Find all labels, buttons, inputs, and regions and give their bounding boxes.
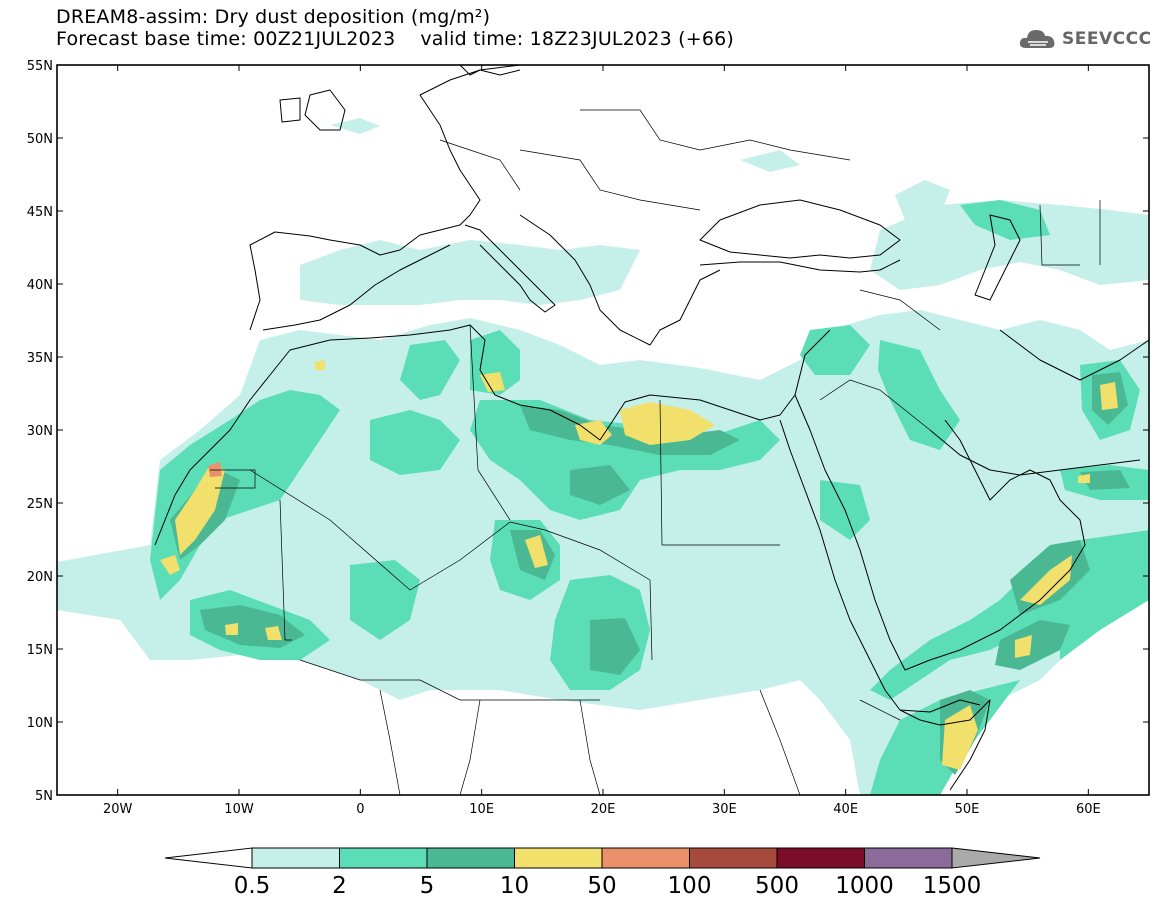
base-time: Forecast base time: 00Z21JUL2023 bbox=[56, 28, 396, 50]
lon-tick-label: 60E bbox=[1076, 802, 1101, 817]
colorbar-swatch bbox=[339, 847, 428, 869]
colorbar-level-label: 50 bbox=[587, 873, 616, 899]
colorbar: 0.5 2 5 10 50 100 500 1000 1500 bbox=[164, 847, 1041, 899]
colorbar-level-label: 500 bbox=[755, 873, 799, 899]
lat-tick-label: 50N bbox=[27, 132, 53, 147]
lat-tick-label: 25N bbox=[27, 497, 53, 512]
colorbar-level-label: 1000 bbox=[835, 873, 894, 899]
deposition-field bbox=[57, 118, 1149, 795]
colorbar-level-label: 0.5 bbox=[234, 873, 271, 899]
colorbar-level-label: 5 bbox=[420, 873, 435, 899]
dust-class-50-100 bbox=[208, 462, 222, 477]
map-header: DREAM8-assim: Dry dust deposition (mg/m²… bbox=[56, 6, 734, 50]
lat-tick-label: 30N bbox=[27, 424, 53, 439]
lon-tick-label: 10E bbox=[469, 802, 494, 817]
colorbar-level-label: 10 bbox=[500, 873, 529, 899]
lat-tick-label: 35N bbox=[27, 351, 53, 366]
lon-tick-label: 0 bbox=[356, 802, 364, 817]
country-borders bbox=[210, 109, 1101, 795]
colorbar-level-label: 100 bbox=[668, 873, 712, 899]
lon-tick-label: 10W bbox=[224, 802, 254, 817]
colorbar-swatch bbox=[864, 847, 953, 869]
map-title: DREAM8-assim: Dry dust deposition (mg/m²… bbox=[56, 6, 491, 28]
valid-time: valid time: 18Z23JUL2023 (+66) bbox=[420, 28, 735, 50]
colorbar-level-label: 2 bbox=[332, 873, 347, 899]
coastlines bbox=[154, 65, 1149, 791]
colorbar-swatch bbox=[251, 847, 340, 869]
seevccc-logo: SEEVCCC bbox=[1018, 26, 1152, 52]
colorbar-swatch bbox=[776, 847, 865, 869]
logo-text: SEEVCCC bbox=[1062, 29, 1152, 49]
colorbar-over-triangle bbox=[951, 847, 1041, 869]
colorbar-swatch bbox=[514, 847, 603, 869]
lat-tick-label: 20N bbox=[27, 570, 53, 585]
lat-tick-label: 15N bbox=[27, 643, 53, 658]
lat-tick-label: 5N bbox=[35, 789, 53, 804]
lat-tick-label: 45N bbox=[27, 205, 53, 220]
colorbar-swatch bbox=[426, 847, 515, 869]
lat-tick-label: 40N bbox=[27, 278, 53, 293]
dust-class-0-5-2 bbox=[57, 118, 1149, 795]
lon-tick-label: 30E bbox=[712, 802, 737, 817]
lon-tick-label: 20E bbox=[591, 802, 616, 817]
colorbar-under-triangle bbox=[164, 847, 253, 869]
colorbar-swatch bbox=[689, 847, 778, 869]
lat-tick-label: 10N bbox=[27, 716, 53, 731]
time-line: Forecast base time: 00Z21JUL2023 valid t… bbox=[56, 28, 734, 50]
cloud-icon bbox=[1019, 30, 1055, 48]
colorbar-level-label: 1500 bbox=[923, 873, 982, 899]
colorbar-swatch bbox=[601, 847, 690, 869]
lat-tick-label: 55N bbox=[27, 59, 53, 74]
lon-tick-label: 40E bbox=[833, 802, 858, 817]
lon-tick-label: 20W bbox=[103, 802, 133, 817]
axis-ticks: 20W 10W 0 10E 20E 30E 40E 50E 60E 55N 50N 45N 40N 35N… bbox=[27, 59, 1149, 817]
lon-tick-label: 50E bbox=[955, 802, 980, 817]
dust-class-10-50 bbox=[160, 360, 1118, 770]
